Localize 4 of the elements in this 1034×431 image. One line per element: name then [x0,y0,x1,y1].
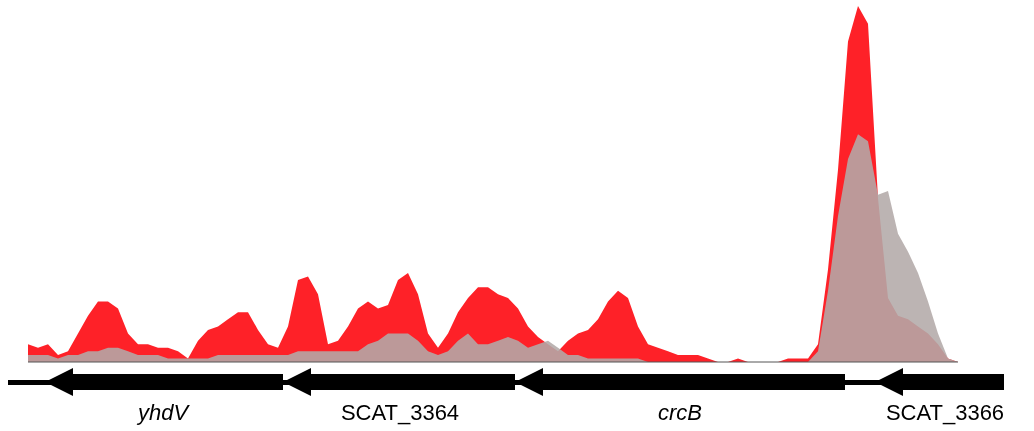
text: SCAT_3366 [885,400,1005,425]
text: yhdV [135,400,191,425]
text: SCAT_3364 [340,400,460,425]
text: crcB [658,400,702,425]
